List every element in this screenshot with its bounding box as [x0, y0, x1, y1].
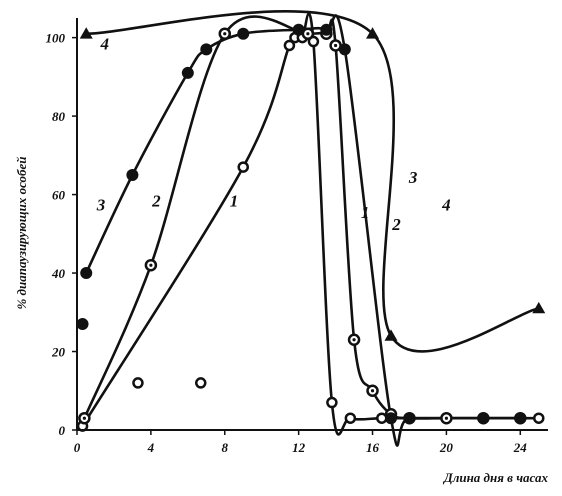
data-point: [181, 66, 194, 79]
series-label-3: 3: [96, 195, 106, 214]
series-label-3: 3: [408, 168, 418, 187]
data-point-center: [149, 263, 153, 267]
data-point: [80, 267, 93, 280]
series-label-1: 1: [361, 203, 370, 222]
y-tick-label: 60: [52, 188, 66, 203]
curve-labels-layer: 1 1 2 2 3 3 4 4: [96, 34, 451, 233]
series-line-1: [81, 12, 541, 436]
data-point: [200, 43, 213, 56]
series-label-1: 1: [230, 191, 239, 210]
data-point: [237, 27, 250, 40]
x-tick-label: 16: [366, 440, 380, 455]
data-point-center: [306, 32, 310, 36]
curves-layer: [81, 10, 541, 447]
data-point: [385, 412, 397, 425]
series-label-4: 4: [441, 195, 451, 214]
x-tick-label: 8: [222, 440, 229, 455]
data-point-center: [444, 416, 449, 420]
series-label-2: 2: [151, 191, 161, 210]
data-point: [237, 161, 249, 173]
y-axis-title: % диапаузирующих особей: [14, 156, 29, 309]
data-point: [338, 43, 351, 56]
data-point: [514, 412, 527, 425]
x-tick-label: 0: [74, 440, 81, 455]
y-tick-label: 40: [51, 266, 66, 281]
x-tick-label: 4: [147, 440, 155, 455]
data-point: [283, 39, 296, 52]
data-point: [195, 377, 207, 389]
data-point: [477, 412, 490, 425]
x-tick-label: 24: [513, 440, 528, 455]
data-point: [403, 412, 416, 425]
data-point: [366, 27, 380, 39]
data-point: [79, 27, 93, 39]
series-line-4: [84, 10, 541, 353]
data-point: [132, 377, 144, 389]
data-point: [384, 329, 398, 341]
data-point-center: [223, 32, 227, 36]
data-point: [326, 396, 338, 409]
x-axis-title: Длина дня в часах: [443, 470, 549, 485]
data-point-center: [370, 389, 375, 393]
data-point: [307, 35, 320, 48]
y-tick-label: 0: [59, 423, 66, 438]
y-tick-label: 100: [46, 31, 66, 46]
data-point-center: [333, 43, 338, 48]
data-point: [126, 168, 139, 181]
x-tick-label: 12: [292, 440, 306, 455]
x-tick-label: 20: [439, 440, 454, 455]
data-point: [292, 23, 305, 36]
data-point-center: [82, 416, 86, 420]
data-point: [533, 412, 545, 424]
series-label-4: 4: [99, 34, 109, 53]
y-tick-label: 80: [52, 109, 66, 124]
series-label-2: 2: [391, 215, 401, 234]
data-point: [320, 23, 333, 36]
data-point: [532, 301, 546, 314]
series-line-3: [84, 14, 522, 447]
markers-layer: [76, 23, 546, 432]
data-point: [344, 412, 357, 424]
data-point: [76, 318, 89, 331]
axes-layer: [76, 18, 548, 431]
data-point-center: [352, 338, 356, 342]
series-line-2: [83, 15, 522, 420]
y-tick-label: 20: [51, 345, 66, 360]
